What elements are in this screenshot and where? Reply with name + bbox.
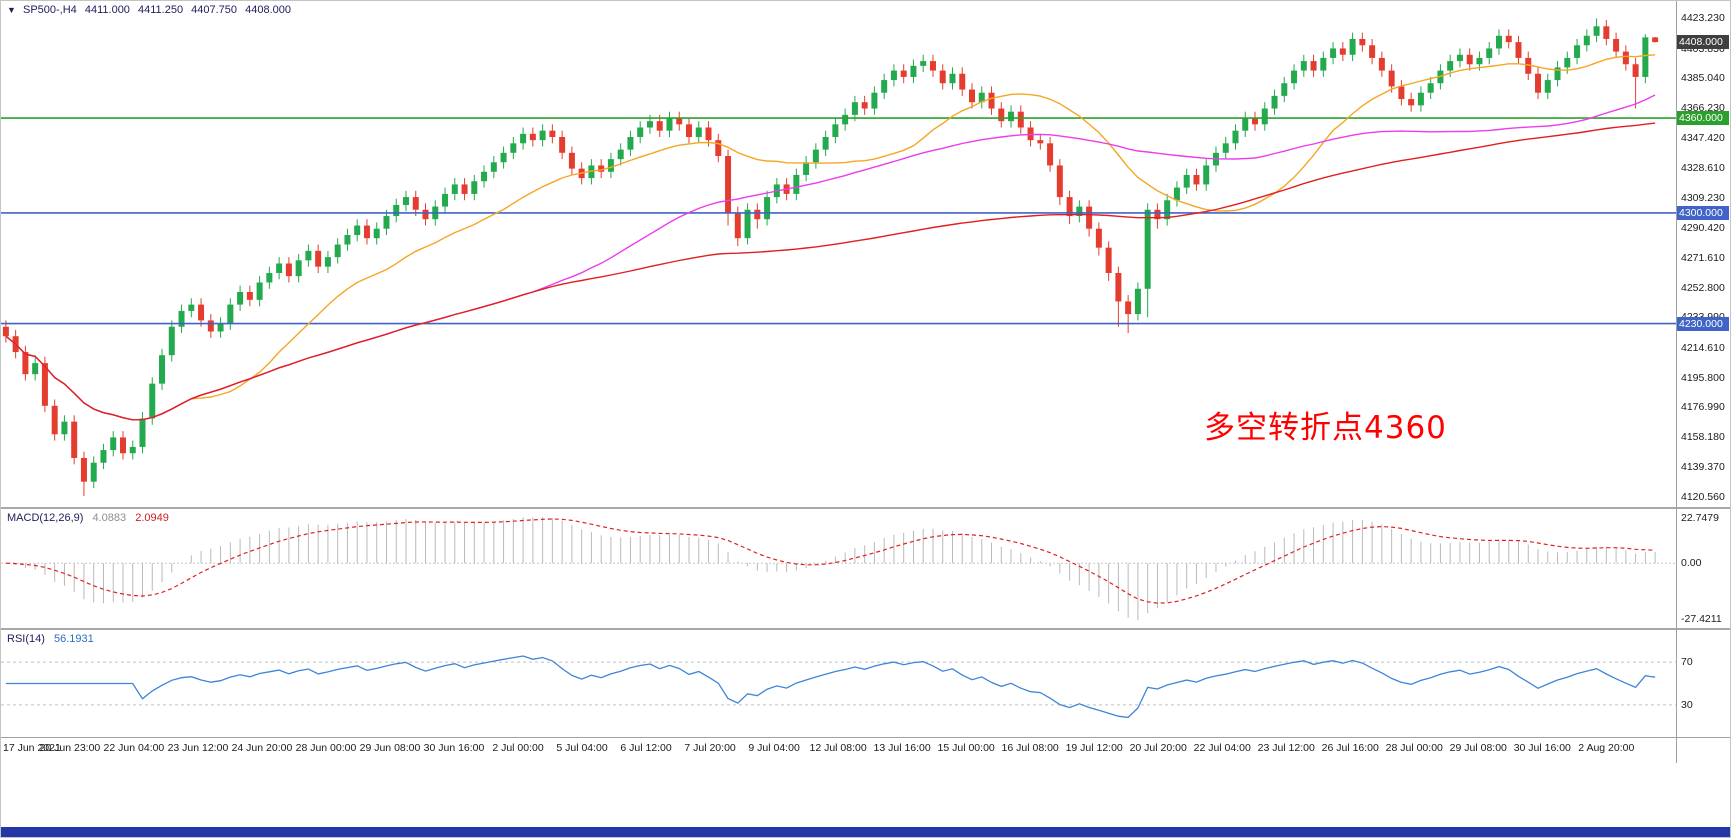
price-axis-label: 4176.990 <box>1681 401 1725 414</box>
price-axis-label: 4290.420 <box>1681 222 1725 235</box>
time-axis-label: 7 Jul 20:00 <box>684 742 736 754</box>
time-axis-label: 16 Jul 08:00 <box>1001 742 1059 754</box>
time-axis-label: 26 Jul 16:00 <box>1321 742 1379 754</box>
ohlc-high: 4411.250 <box>138 4 184 16</box>
ma-55-line <box>5 94 1656 421</box>
symbol-info-bar: ▼ SP500-,H4 4411.000 4411.250 4407.750 4… <box>7 4 296 16</box>
macd-title: MACD(12,26,9) 4.0883 2.0949 <box>7 512 169 524</box>
price-axis-label: 4385.040 <box>1681 72 1725 85</box>
price-axis[interactable]: 4423.2304403.8504385.0404366.2304347.420… <box>1677 1 1730 507</box>
price-axis-label: 4347.420 <box>1681 131 1725 144</box>
macd-main-value: 4.0883 <box>92 512 127 524</box>
time-axis-label: 29 Jun 08:00 <box>359 742 421 754</box>
price-axis-label: 4252.800 <box>1681 281 1725 294</box>
ma-20-line <box>5 54 1656 421</box>
chart-text-annotation[interactable]: 多空转折点4360 <box>1204 410 1447 446</box>
macd-label: MACD(12,26,9) <box>7 512 84 524</box>
time-axis-label: 17 Jun 2021 <box>3 742 61 754</box>
time-axis-label: 20 Jun 23:00 <box>39 742 101 754</box>
symbol-marker-icon: ▼ <box>7 5 16 15</box>
price-axis-label: 4423.230 <box>1681 12 1725 25</box>
time-axis-label: 23 Jul 12:00 <box>1257 742 1315 754</box>
price-axis-label: 4195.800 <box>1681 371 1725 384</box>
time-axis-label: 9 Jul 04:00 <box>748 742 800 754</box>
time-axis-label: 24 Jun 20:00 <box>231 742 293 754</box>
macd-signal-line <box>5 518 1656 604</box>
time-axis-label: 29 Jul 08:00 <box>1449 742 1507 754</box>
time-axis-label: 12 Jul 08:00 <box>809 742 867 754</box>
time-axis-label: 19 Jul 12:00 <box>1065 742 1123 754</box>
rsi-title: RSI(14) 56.1931 <box>7 633 94 645</box>
level-price-badge: 4230.000 <box>1677 316 1729 331</box>
price-axis-label: 4309.230 <box>1681 192 1725 205</box>
time-axis-label: 2 Jul 00:00 <box>492 742 544 754</box>
ma-120-line <box>5 122 1656 421</box>
panel-separator-macd[interactable] <box>1 507 1730 509</box>
level-price-badge: 4300.000 <box>1677 205 1729 220</box>
time-axis-label: 20 Jul 20:00 <box>1129 742 1187 754</box>
time-axis-label: 15 Jul 00:00 <box>937 742 995 754</box>
price-axis-label: 4328.610 <box>1681 161 1725 174</box>
macd-histogram <box>15 517 1656 620</box>
panel-separator-rsi[interactable] <box>1 628 1730 630</box>
time-axis-label: 6 Jul 12:00 <box>620 742 672 754</box>
symbol-timeframe-label: SP500-,H4 <box>22 4 77 16</box>
candles-layer <box>2 18 1659 496</box>
time-axis-label: 13 Jul 16:00 <box>873 742 931 754</box>
rsi-value: 56.1931 <box>53 633 94 645</box>
time-axis-label: 30 Jun 16:00 <box>423 742 485 754</box>
macd-axis[interactable]: 22.7479 0.00 -27.4211 <box>1677 509 1730 628</box>
time-axis[interactable]: 17 Jun 2021 20 Jun 23:00 22 Jun 04:00 23 Ju… <box>1 738 1677 763</box>
price-axis-label: 4139.370 <box>1681 460 1725 473</box>
price-axis-label: 4120.560 <box>1681 490 1725 503</box>
macd-panel[interactable] <box>1 509 1677 628</box>
macd-axis-label: 22.7479 <box>1681 512 1719 524</box>
rsi-panel[interactable] <box>1 630 1677 737</box>
time-axis-label: 28 Jul 00:00 <box>1385 742 1443 754</box>
price-chart-panel[interactable] <box>1 1 1677 507</box>
price-axis-label: 4271.610 <box>1681 251 1725 264</box>
time-axis-label: 5 Jul 04:00 <box>556 742 608 754</box>
time-axis-label: 22 Jul 04:00 <box>1193 742 1251 754</box>
macd-axis-label: -27.4211 <box>1681 613 1722 625</box>
ohlc-close: 4408.000 <box>245 4 291 16</box>
rsi-axis-label: 70 <box>1681 656 1693 669</box>
current-price-badge: 4408.000 <box>1677 35 1729 50</box>
time-axis-label: 23 Jun 12:00 <box>167 742 229 754</box>
rsi-axis[interactable]: 70 30 <box>1677 630 1730 737</box>
time-axis-label: 30 Jul 16:00 <box>1513 742 1571 754</box>
price-axis-label: 4158.180 <box>1681 431 1725 444</box>
macd-axis-label: 0.00 <box>1681 557 1702 570</box>
rsi-line <box>5 655 1656 719</box>
rsi-axis-label: 30 <box>1681 698 1693 711</box>
time-axis-label: 28 Jun 00:00 <box>295 742 357 754</box>
bottom-taskbar-strip <box>1 827 1730 837</box>
level-price-badge: 4360.000 <box>1677 111 1729 125</box>
time-axis-label: 22 Jun 04:00 <box>103 742 165 754</box>
price-axis-label: 4214.610 <box>1681 341 1725 354</box>
ohlc-open: 4411.000 <box>84 4 130 16</box>
macd-signal-value: 2.0949 <box>135 512 169 524</box>
time-axis-border <box>1 737 1730 738</box>
ohlc-low: 4407.750 <box>191 4 238 16</box>
rsi-label: RSI(14) <box>7 633 45 645</box>
axis-vertical-divider <box>1676 1 1677 763</box>
time-axis-label: 2 Aug 20:00 <box>1578 742 1635 754</box>
